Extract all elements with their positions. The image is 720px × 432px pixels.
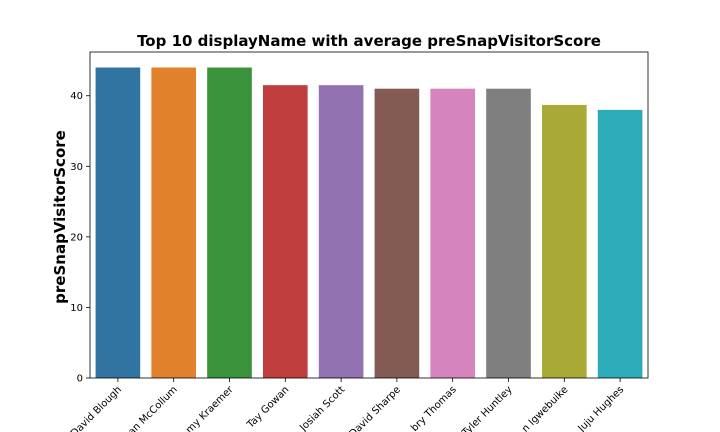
bar-2 <box>207 67 252 379</box>
bar-5 <box>374 88 420 379</box>
x-tick-label-3: Tay Gowan <box>245 384 292 431</box>
plot-frame <box>89 51 649 379</box>
x-tick-label-5: David Sharpe <box>348 384 403 432</box>
x-tick-label-2: my Kraemer <box>184 384 236 432</box>
x-tick-label-8: n Igwebuike <box>520 384 570 432</box>
x-tick-label-7: Tyler Huntley <box>460 384 515 432</box>
bar-9 <box>597 109 643 378</box>
x-tick-label-4: Josiah Scott <box>297 384 347 432</box>
bar-1 <box>151 67 197 379</box>
x-tick-label-9: Juju Hughes <box>576 384 627 432</box>
bar-4 <box>318 85 364 379</box>
x-tick-label-6: bry Thomas <box>409 384 459 432</box>
x-tick-label-1: an McCollum <box>126 384 179 432</box>
y-tick-label-4: 40 <box>70 91 83 102</box>
bar-0 <box>95 67 141 379</box>
y-tick-label-2: 20 <box>70 232 83 243</box>
chart-title: Top 10 displayName with average preSnapV… <box>137 32 601 50</box>
y-tick-label-1: 10 <box>70 303 83 314</box>
x-tick-label-0: David Blough <box>69 384 124 432</box>
bar-7 <box>486 88 531 379</box>
bar-6 <box>430 88 476 379</box>
bar-8 <box>541 104 587 378</box>
x-axis-ticks: David Blough an McCollum my Kraemer Tay Gow… <box>69 378 626 432</box>
bars-group <box>95 67 643 379</box>
y-tick-label-0: 0 <box>77 374 83 385</box>
y-axis-ticks: 0 10 20 30 40 <box>70 91 90 385</box>
y-axis-label: preSnapVisitorScore <box>51 130 69 304</box>
y-tick-label-3: 30 <box>70 162 83 173</box>
bar-3 <box>262 85 308 379</box>
